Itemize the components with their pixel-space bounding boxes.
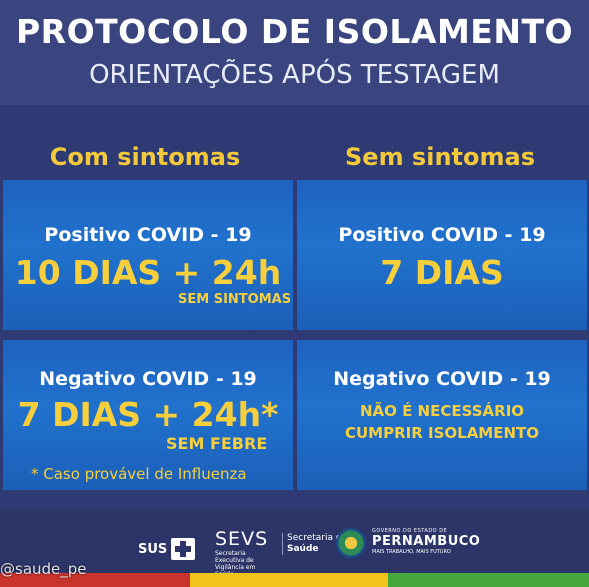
card-detail: SEM SINTOMAS xyxy=(178,292,292,307)
card-no-symptoms-negative: Negativo COVID - 19 NÃO É NECESSÁRIO CUM… xyxy=(297,340,587,490)
card-no-symptoms-positive: Positivo COVID - 19 7 DIAS xyxy=(297,180,587,330)
sevs-name: SEVS xyxy=(215,528,269,550)
secretaria-label: Secretaria de xyxy=(287,533,348,543)
card-symptoms-negative: Negativo COVID - 19 7 DIAS + 24h* SEM FE… xyxy=(3,340,293,490)
column-heading-with-symptoms: Com sintomas xyxy=(49,143,241,171)
column-heading-without-symptoms: Sem sintomas xyxy=(345,143,535,171)
stripe-green xyxy=(388,573,589,587)
header: PROTOCOLO DE ISOLAMENTO ORIENTAÇÕES APÓS… xyxy=(0,0,589,105)
card-line-2: CUMPRIR ISOLAMENTO xyxy=(344,424,540,442)
watermark-handle: @saude_pe xyxy=(0,560,87,578)
card-symptoms-positive: Positivo COVID - 19 10 DIAS + 24h SEM SI… xyxy=(3,180,293,330)
page-subtitle: ORIENTAÇÕES APÓS TESTAGEM xyxy=(89,60,500,90)
stripe-yellow xyxy=(190,573,388,587)
stripe-red xyxy=(0,573,190,587)
footer-logos: SUS SEVS Secretaria Executiva de Vigilân… xyxy=(0,510,589,578)
sus-label: SUS xyxy=(138,541,168,557)
gov-label: GOVERNO DO ESTADO DE xyxy=(372,528,448,534)
health-cross-icon xyxy=(171,538,196,560)
saude-label: Saúde xyxy=(287,544,319,554)
page-title: PROTOCOLO DE ISOLAMENTO xyxy=(15,12,574,51)
card-label: Negativo COVID - 19 xyxy=(333,368,551,390)
state-label: PERNAMBUCO xyxy=(372,534,481,549)
secretaria-logo: Secretaria de Saúde xyxy=(282,533,347,555)
sevs-logo: SEVS Secretaria Executiva de Vigilância … xyxy=(215,528,275,578)
card-value: 7 DIAS xyxy=(380,253,504,292)
sus-logo: SUS xyxy=(138,538,196,560)
card-label: Negativo COVID - 19 xyxy=(39,368,257,390)
card-label: Positivo COVID - 19 xyxy=(44,224,252,246)
card-detail: SEM FEBRE xyxy=(166,434,268,453)
card-footnote: * Caso provável de Influenza xyxy=(31,465,247,483)
card-value: 7 DIAS + 24h* xyxy=(17,395,279,434)
tagline: MAIS TRABALHO, MAIS FUTURO xyxy=(372,549,451,555)
state-seal-icon xyxy=(336,528,366,558)
card-value: 10 DIAS + 24h xyxy=(14,253,282,292)
pernambuco-logo: GOVERNO DO ESTADO DE PERNAMBUCO MAIS TRA… xyxy=(372,528,480,555)
card-label: Positivo COVID - 19 xyxy=(338,224,546,246)
card-line-1: NÃO É NECESSÁRIO xyxy=(359,402,525,420)
